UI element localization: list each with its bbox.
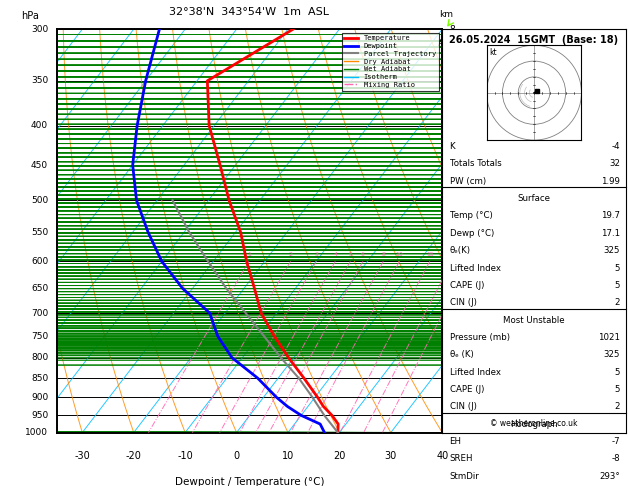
- Text: 26.05.2024  15GMT  (Base: 18): 26.05.2024 15GMT (Base: 18): [450, 35, 618, 45]
- Text: © weatheronline.co.uk: © weatheronline.co.uk: [490, 419, 578, 428]
- Text: 5: 5: [615, 367, 620, 377]
- Text: 700: 700: [31, 309, 48, 317]
- Text: 600: 600: [31, 257, 48, 266]
- Text: Surface: Surface: [518, 194, 550, 203]
- Text: 3: 3: [314, 252, 318, 258]
- Text: 300: 300: [31, 25, 48, 34]
- Text: 6: 6: [449, 196, 455, 205]
- Text: 400: 400: [31, 121, 48, 130]
- Text: EH: EH: [450, 437, 462, 446]
- Text: 32°38'N  343°54'W  1m  ASL: 32°38'N 343°54'W 1m ASL: [169, 7, 330, 17]
- Text: Lifted Index: Lifted Index: [450, 367, 501, 377]
- Text: 2: 2: [615, 402, 620, 411]
- Text: -8: -8: [612, 454, 620, 463]
- Text: 350: 350: [31, 76, 48, 86]
- Text: 6: 6: [361, 252, 365, 258]
- Text: Temp (°C): Temp (°C): [450, 211, 493, 221]
- Text: Hodograph: Hodograph: [510, 419, 558, 429]
- Text: 0: 0: [233, 451, 240, 461]
- Text: 7: 7: [449, 121, 455, 130]
- Text: θₑ(K): θₑ(K): [450, 246, 470, 255]
- Text: 2: 2: [615, 298, 620, 307]
- Text: ASL: ASL: [438, 39, 455, 48]
- Text: 1.99: 1.99: [601, 177, 620, 186]
- Text: 2: 2: [449, 393, 455, 402]
- Text: SREH: SREH: [450, 454, 473, 463]
- Text: 32: 32: [610, 159, 620, 169]
- Text: 1: 1: [449, 411, 455, 420]
- Text: -4: -4: [612, 142, 620, 151]
- Text: 40: 40: [436, 451, 448, 461]
- Text: Pressure (mb): Pressure (mb): [450, 333, 509, 342]
- Legend: Temperature, Dewpoint, Parcel Trajectory, Dry Adiabat, Wet Adiabat, Isotherm, Mi: Temperature, Dewpoint, Parcel Trajectory…: [342, 33, 439, 90]
- Text: 450: 450: [31, 160, 48, 170]
- Text: 800: 800: [31, 353, 48, 362]
- Text: Mixing Ratio (g/kg): Mixing Ratio (g/kg): [464, 191, 472, 271]
- Text: 1: 1: [247, 252, 251, 258]
- Text: 30: 30: [385, 451, 397, 461]
- Text: 1021: 1021: [598, 333, 620, 342]
- Text: km: km: [439, 10, 453, 19]
- Text: 900: 900: [31, 393, 48, 402]
- Text: 8: 8: [449, 25, 455, 34]
- Text: 17.1: 17.1: [601, 229, 620, 238]
- Text: CIN (J): CIN (J): [450, 298, 476, 307]
- Text: 20: 20: [333, 451, 345, 461]
- Text: Totals Totals: Totals Totals: [450, 159, 501, 169]
- Text: 3: 3: [449, 353, 455, 362]
- Text: 8: 8: [381, 252, 385, 258]
- Text: 650: 650: [31, 284, 48, 293]
- Text: CAPE (J): CAPE (J): [450, 385, 484, 394]
- Text: -30: -30: [74, 451, 90, 461]
- Text: LCL: LCL: [449, 415, 465, 423]
- Text: Dewpoint / Temperature (°C): Dewpoint / Temperature (°C): [175, 477, 324, 486]
- Text: 325: 325: [604, 246, 620, 255]
- Text: 4: 4: [333, 252, 337, 258]
- Text: 5: 5: [615, 263, 620, 273]
- Text: 293°: 293°: [599, 472, 620, 481]
- Text: 15: 15: [426, 252, 433, 258]
- Text: 10: 10: [396, 252, 403, 258]
- Text: 950: 950: [31, 411, 48, 420]
- Text: 10: 10: [282, 451, 294, 461]
- Text: 2: 2: [289, 252, 292, 258]
- Text: 4: 4: [449, 309, 455, 317]
- Text: Dewp (°C): Dewp (°C): [450, 229, 494, 238]
- Text: 5: 5: [348, 252, 352, 258]
- Text: PW (cm): PW (cm): [450, 177, 486, 186]
- Text: Most Unstable: Most Unstable: [503, 315, 565, 325]
- Text: 19.7: 19.7: [601, 211, 620, 221]
- Text: 325: 325: [604, 350, 620, 359]
- Text: 5: 5: [449, 257, 455, 266]
- Text: Lifted Index: Lifted Index: [450, 263, 501, 273]
- Text: CIN (J): CIN (J): [450, 402, 476, 411]
- Text: -7: -7: [612, 437, 620, 446]
- Text: 850: 850: [31, 374, 48, 382]
- Text: StmDir: StmDir: [450, 472, 479, 481]
- Text: K: K: [450, 142, 455, 151]
- Text: 5: 5: [615, 281, 620, 290]
- Text: -10: -10: [177, 451, 193, 461]
- Text: 550: 550: [31, 228, 48, 237]
- Text: CAPE (J): CAPE (J): [450, 281, 484, 290]
- Text: 500: 500: [31, 196, 48, 205]
- Text: -20: -20: [126, 451, 142, 461]
- Text: θₑ (K): θₑ (K): [450, 350, 474, 359]
- Text: 750: 750: [31, 331, 48, 341]
- Text: 1000: 1000: [25, 428, 48, 437]
- Text: hPa: hPa: [21, 11, 38, 21]
- Text: 5: 5: [615, 385, 620, 394]
